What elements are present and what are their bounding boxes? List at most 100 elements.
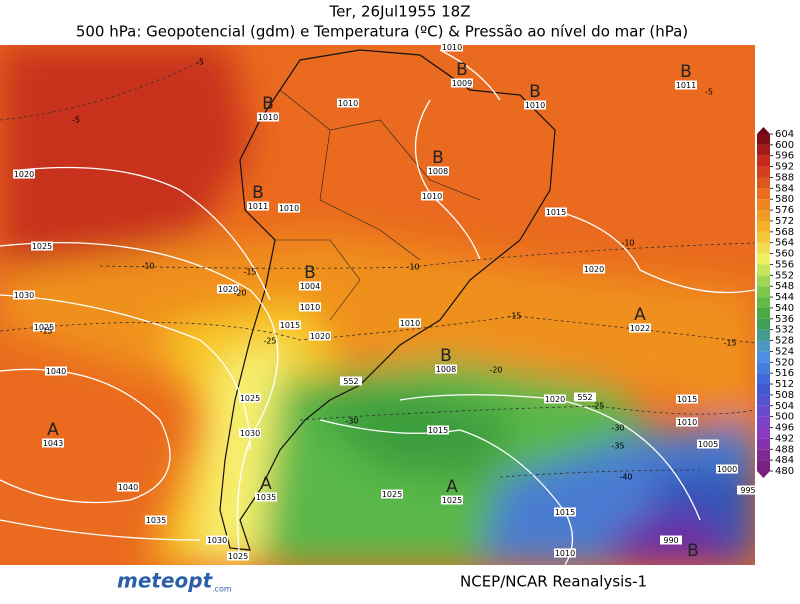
colorbar-label: 572 (775, 216, 794, 227)
colorbar-label: 600 (775, 140, 794, 151)
center-pressure: 1004 (300, 282, 320, 291)
isotherm-label: -25 (263, 337, 276, 346)
isobar-label-bg (13, 290, 35, 300)
colorbar-label: 528 (775, 336, 794, 347)
isobar-label-bg (309, 331, 331, 341)
isobar-label: 1025 (240, 394, 260, 403)
isobar-label: 1015 (428, 426, 448, 435)
colorbar-label: 532 (775, 325, 794, 336)
isobar-label: 1010 (300, 303, 320, 312)
isobar-label-bg (145, 515, 167, 525)
center-pressure: 1008 (436, 365, 456, 374)
center-pressure-bg (524, 100, 546, 110)
isobar-label: 1005 (698, 440, 718, 449)
isobar-label-bg (427, 425, 449, 435)
colorbar-label: 576 (775, 205, 794, 216)
isobar-label: 1015 (546, 208, 566, 217)
isobar-label-bg (299, 302, 321, 312)
colorbar-swatch (757, 264, 770, 276)
isotherm-label: -15 (39, 327, 52, 336)
center-pressure: 1011 (676, 81, 696, 90)
colorbar-swatch (757, 177, 770, 189)
center-pressure: 1011 (248, 202, 268, 211)
center-pressure-bg (257, 112, 279, 122)
isobar-label: 1025 (382, 490, 402, 499)
title: 500 hPa: Geopotencial (gdm) e Temperatur… (76, 23, 688, 41)
colorbar-label: 568 (775, 227, 794, 238)
isobar-label: 1020 (584, 265, 604, 274)
isobar-label: 1020 (545, 395, 565, 404)
colorbar-swatch (757, 188, 770, 200)
isotherm-label: -35 (611, 442, 624, 451)
center-letter: B (262, 94, 274, 114)
isobar-label: 1010 (677, 418, 697, 427)
center-letter: A (47, 420, 59, 440)
center-pressure: 990 (663, 536, 678, 545)
center-pressure: 1043 (43, 439, 63, 448)
isobar-label-bg (279, 320, 301, 330)
logo-suffix: .com (212, 585, 232, 594)
colorbar-swatch (757, 373, 770, 385)
isotherm-label: -20 (489, 366, 502, 375)
isotherm-label: -20 (233, 289, 246, 298)
isobar-label-bg (554, 548, 576, 558)
colorbar-label: 584 (775, 183, 794, 194)
center-pressure-bg (451, 78, 473, 88)
isobar-label-bg (337, 98, 359, 108)
isobar-label-bg (206, 535, 228, 545)
isobar-label-bg (421, 191, 443, 201)
colorbar-swatch (757, 297, 770, 308)
center-letter: A (446, 477, 458, 497)
logo: meteopt (117, 569, 214, 593)
isobar-label: 1025 (34, 323, 54, 332)
isobar-label: 1010 (400, 319, 420, 328)
colorbar: 4804844884924965005045085125165205245285… (757, 127, 794, 478)
colorbar-swatch (757, 329, 770, 341)
colorbar-label: 520 (775, 357, 794, 368)
colorbar-swatch (757, 351, 770, 363)
colorbar-label: 544 (775, 292, 794, 303)
isobar-label-bg (544, 394, 566, 404)
isobar-label: 1015 (555, 508, 575, 517)
isobar-label-bg (117, 482, 139, 492)
center-letter: B (529, 82, 541, 102)
isobar-label: 1020 (218, 285, 238, 294)
isobar-label: 1035 (146, 516, 166, 525)
colorbar-swatch (757, 275, 770, 287)
isobar-label: 1020 (310, 332, 330, 341)
isobar-label: 1030 (207, 536, 227, 545)
colorbar-label: 604 (775, 129, 794, 140)
colorbar-label: 564 (775, 238, 794, 249)
isotherm-label: -10 (141, 262, 154, 271)
geopotential-label-bg (574, 392, 596, 402)
isobar-label: 1025 (228, 552, 248, 561)
colorbar-swatch (757, 384, 770, 395)
colorbar-label: 500 (775, 412, 794, 423)
center-pressure-bg (427, 166, 449, 176)
colorbar-label: 480 (775, 466, 794, 477)
isotherm-label: -5 (705, 88, 713, 97)
colorbar-label: 540 (775, 303, 794, 314)
center-letter: B (687, 541, 699, 561)
isobar-label: 1025 (32, 242, 52, 251)
colorbar-swatch (757, 199, 770, 211)
isobar-label-bg (697, 439, 719, 449)
isobar-label-bg (399, 318, 421, 328)
colorbar-swatch (757, 340, 770, 352)
isotherm-label: -15 (508, 312, 521, 321)
isobar-label-bg (239, 428, 261, 438)
isobar-label-bg (545, 207, 567, 217)
isobar-label: 1030 (14, 291, 34, 300)
center-pressure-bg (247, 201, 269, 211)
isobar-label-bg (737, 485, 759, 495)
colorbar-swatch (757, 438, 770, 450)
colorbar-label: 488 (775, 444, 794, 455)
isotherm-label: -15 (723, 339, 736, 348)
colorbar-swatch (757, 231, 770, 243)
colorbar-swatch (757, 318, 770, 330)
colorbar-swatch (757, 210, 770, 221)
map (0, 45, 755, 565)
colorbar-swatch (757, 416, 770, 428)
geopotential-label-bg (340, 376, 362, 386)
